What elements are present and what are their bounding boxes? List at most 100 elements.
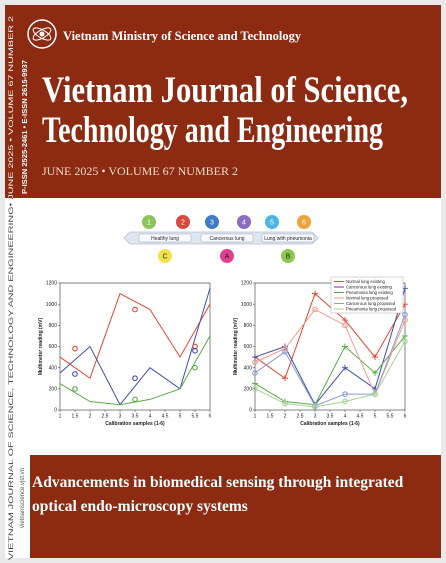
x-tick-label: 4.5 — [162, 414, 169, 420]
step-number: 1 — [147, 220, 151, 227]
spine-text: VIETNAM JOURNAL OF SCIENCE, TECHNOLOGY A… — [8, 15, 15, 560]
plot-frame — [59, 282, 211, 411]
x-tick-label: 5.5 — [387, 414, 394, 420]
y-tick-label: 800 — [49, 323, 58, 329]
stage-label: Lung with pneumonia — [264, 236, 312, 242]
x-tick-label: 5 — [374, 414, 377, 420]
class-label: B — [286, 254, 291, 261]
point-marker — [132, 375, 138, 382]
series-line — [59, 292, 211, 380]
point-marker — [402, 311, 408, 318]
point-marker — [372, 354, 378, 361]
x-tick-label: 4 — [149, 414, 152, 420]
article-title: optical endo-microscopy systems — [32, 498, 248, 515]
class-circle — [280, 248, 296, 264]
point-marker — [312, 306, 318, 313]
point-marker — [372, 369, 378, 376]
y-axis-label: Multimeter reading (mV) — [38, 318, 44, 376]
point-marker — [72, 385, 78, 392]
x-tick-label: 2 — [89, 414, 92, 420]
legend-label: Normal lung proposed — [346, 296, 389, 301]
point-marker — [342, 317, 348, 324]
article-title: Advancements in biomedical sensing throu… — [32, 474, 404, 491]
x-axis-label: Calibration samples (1-6) — [300, 421, 360, 427]
point-marker — [282, 400, 288, 407]
x-tick-label: 4 — [344, 414, 347, 420]
stage-label: Healthy lung — [151, 236, 179, 242]
x-tick-label: 2 — [284, 414, 287, 420]
class-label: C — [162, 254, 167, 261]
x-axis-label: Calibration samples (1-6) — [105, 421, 165, 427]
point-marker — [342, 322, 348, 329]
y-tick-label: 400 — [49, 365, 58, 371]
x-tick-label: 3 — [314, 414, 317, 420]
point-marker — [402, 338, 408, 345]
article-band — [30, 455, 441, 558]
y-tick-label: 0 — [249, 408, 252, 414]
y-tick-label: 1000 — [46, 302, 57, 308]
x-tick-label: 3.5 — [132, 414, 139, 420]
y-tick-label: 200 — [244, 387, 253, 393]
x-tick-label: 5 — [179, 414, 182, 420]
stage-box — [138, 233, 192, 243]
step-number: 4 — [242, 220, 246, 227]
diagram: 1 2 3 4 5 6 Healthy lung Cancerous lung Lung wit… — [123, 214, 319, 264]
step-number: 3 — [210, 220, 214, 227]
stage-box — [200, 233, 254, 243]
point-marker — [252, 385, 258, 392]
y-tick-label: 1000 — [241, 302, 252, 308]
legend-label: Normal lung existing — [346, 279, 386, 284]
series-line — [254, 292, 406, 380]
x-tick-label: 2.5 — [297, 414, 304, 420]
y-tick-label: 400 — [244, 365, 253, 371]
point-marker — [72, 371, 78, 377]
point-marker — [342, 343, 348, 350]
website: vietnamscience.vjst.vn — [20, 468, 26, 528]
y-tick-label: 200 — [49, 387, 58, 393]
step-circle — [141, 214, 157, 230]
point-marker — [72, 345, 78, 352]
step-circle — [204, 214, 220, 230]
point-marker — [312, 403, 318, 410]
y-tick-label: 0 — [54, 408, 57, 414]
x-tick-label: 1 — [254, 414, 257, 420]
point-marker — [252, 354, 258, 361]
class-label: A — [225, 254, 230, 261]
y-axis-label: Multimeter reading (mV) — [233, 318, 239, 376]
journal-title: Technology and Engineering — [42, 110, 383, 151]
point-marker — [252, 370, 258, 376]
point-marker — [192, 364, 198, 371]
legend-label: Pneumonia lung existing — [346, 290, 393, 295]
issue-line: JUNE 2025 • VOLUME 67 NUMBER 2 — [42, 164, 238, 178]
y-tick-label: 800 — [244, 323, 253, 329]
point-marker — [192, 347, 198, 354]
legend-label: Cancerous lung proposed — [346, 301, 396, 306]
point-marker — [252, 359, 258, 366]
x-tick-label: 3 — [119, 414, 122, 420]
stage-label: Cancerous lung — [209, 236, 244, 242]
header-band — [5, 5, 441, 198]
series-line — [254, 314, 406, 407]
y-tick-label: 600 — [49, 344, 58, 350]
point-marker — [312, 290, 318, 297]
point-marker — [282, 348, 288, 355]
point-marker — [132, 396, 138, 403]
point-marker — [342, 391, 348, 397]
x-tick-label: 6 — [209, 414, 212, 420]
point-marker — [282, 345, 288, 352]
x-tick-label: 1.5 — [267, 414, 274, 420]
series-line — [254, 288, 406, 406]
point-marker — [282, 375, 288, 382]
x-tick-label: 6 — [404, 414, 407, 420]
step-circle — [236, 214, 252, 230]
legend-label: Pneumonia lung proposed — [346, 307, 397, 312]
step-number: 2 — [181, 220, 185, 227]
y-tick-label: 1200 — [46, 281, 57, 287]
point-marker — [252, 380, 258, 387]
class-circle — [157, 248, 173, 264]
step-circle — [296, 214, 312, 230]
point-marker — [132, 306, 138, 313]
x-tick-label: 1 — [59, 414, 62, 420]
